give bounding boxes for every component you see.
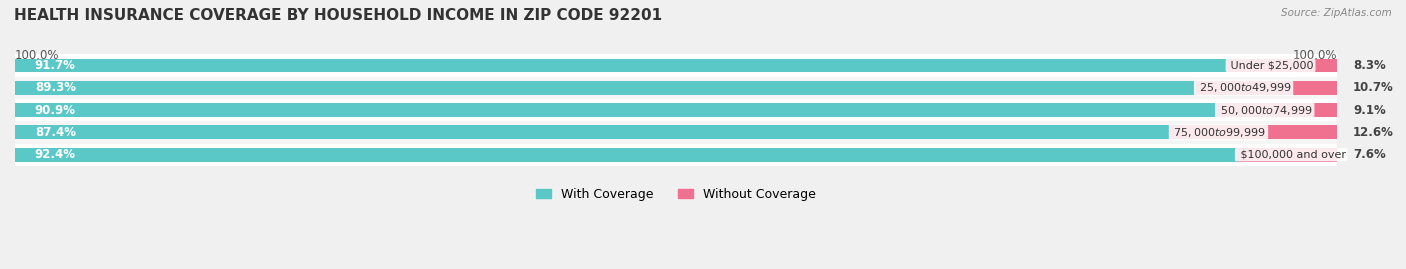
Bar xyxy=(1216,103,1337,117)
Text: 87.4%: 87.4% xyxy=(35,126,76,139)
Bar xyxy=(15,121,1337,144)
Text: $25,000 to $49,999: $25,000 to $49,999 xyxy=(1195,81,1292,94)
Text: 8.3%: 8.3% xyxy=(1353,59,1386,72)
Bar xyxy=(15,59,1227,72)
Text: 9.1%: 9.1% xyxy=(1353,104,1386,116)
Text: 92.4%: 92.4% xyxy=(35,148,76,161)
Text: 12.6%: 12.6% xyxy=(1353,126,1393,139)
Text: Under $25,000: Under $25,000 xyxy=(1227,61,1313,70)
Bar xyxy=(15,77,1337,99)
Text: 90.9%: 90.9% xyxy=(35,104,76,116)
Text: $100,000 and over: $100,000 and over xyxy=(1236,150,1346,160)
Text: 100.0%: 100.0% xyxy=(1292,49,1337,62)
Bar xyxy=(1195,81,1337,95)
Text: 100.0%: 100.0% xyxy=(15,49,59,62)
Text: $75,000 to $99,999: $75,000 to $99,999 xyxy=(1170,126,1267,139)
Bar xyxy=(15,99,1337,121)
Bar xyxy=(1236,148,1337,162)
Text: 7.6%: 7.6% xyxy=(1353,148,1386,161)
Text: HEALTH INSURANCE COVERAGE BY HOUSEHOLD INCOME IN ZIP CODE 92201: HEALTH INSURANCE COVERAGE BY HOUSEHOLD I… xyxy=(14,8,662,23)
Bar xyxy=(15,81,1195,95)
Bar xyxy=(15,148,1236,162)
Bar xyxy=(1227,59,1337,72)
Bar xyxy=(15,54,1337,77)
Bar xyxy=(15,144,1337,166)
Text: 91.7%: 91.7% xyxy=(35,59,76,72)
Bar xyxy=(1170,125,1337,139)
Text: Source: ZipAtlas.com: Source: ZipAtlas.com xyxy=(1281,8,1392,18)
Bar xyxy=(15,103,1216,117)
Bar xyxy=(15,125,1170,139)
Text: 10.7%: 10.7% xyxy=(1353,81,1393,94)
Text: $50,000 to $74,999: $50,000 to $74,999 xyxy=(1216,104,1313,116)
Text: 89.3%: 89.3% xyxy=(35,81,76,94)
Legend: With Coverage, Without Coverage: With Coverage, Without Coverage xyxy=(531,183,821,206)
